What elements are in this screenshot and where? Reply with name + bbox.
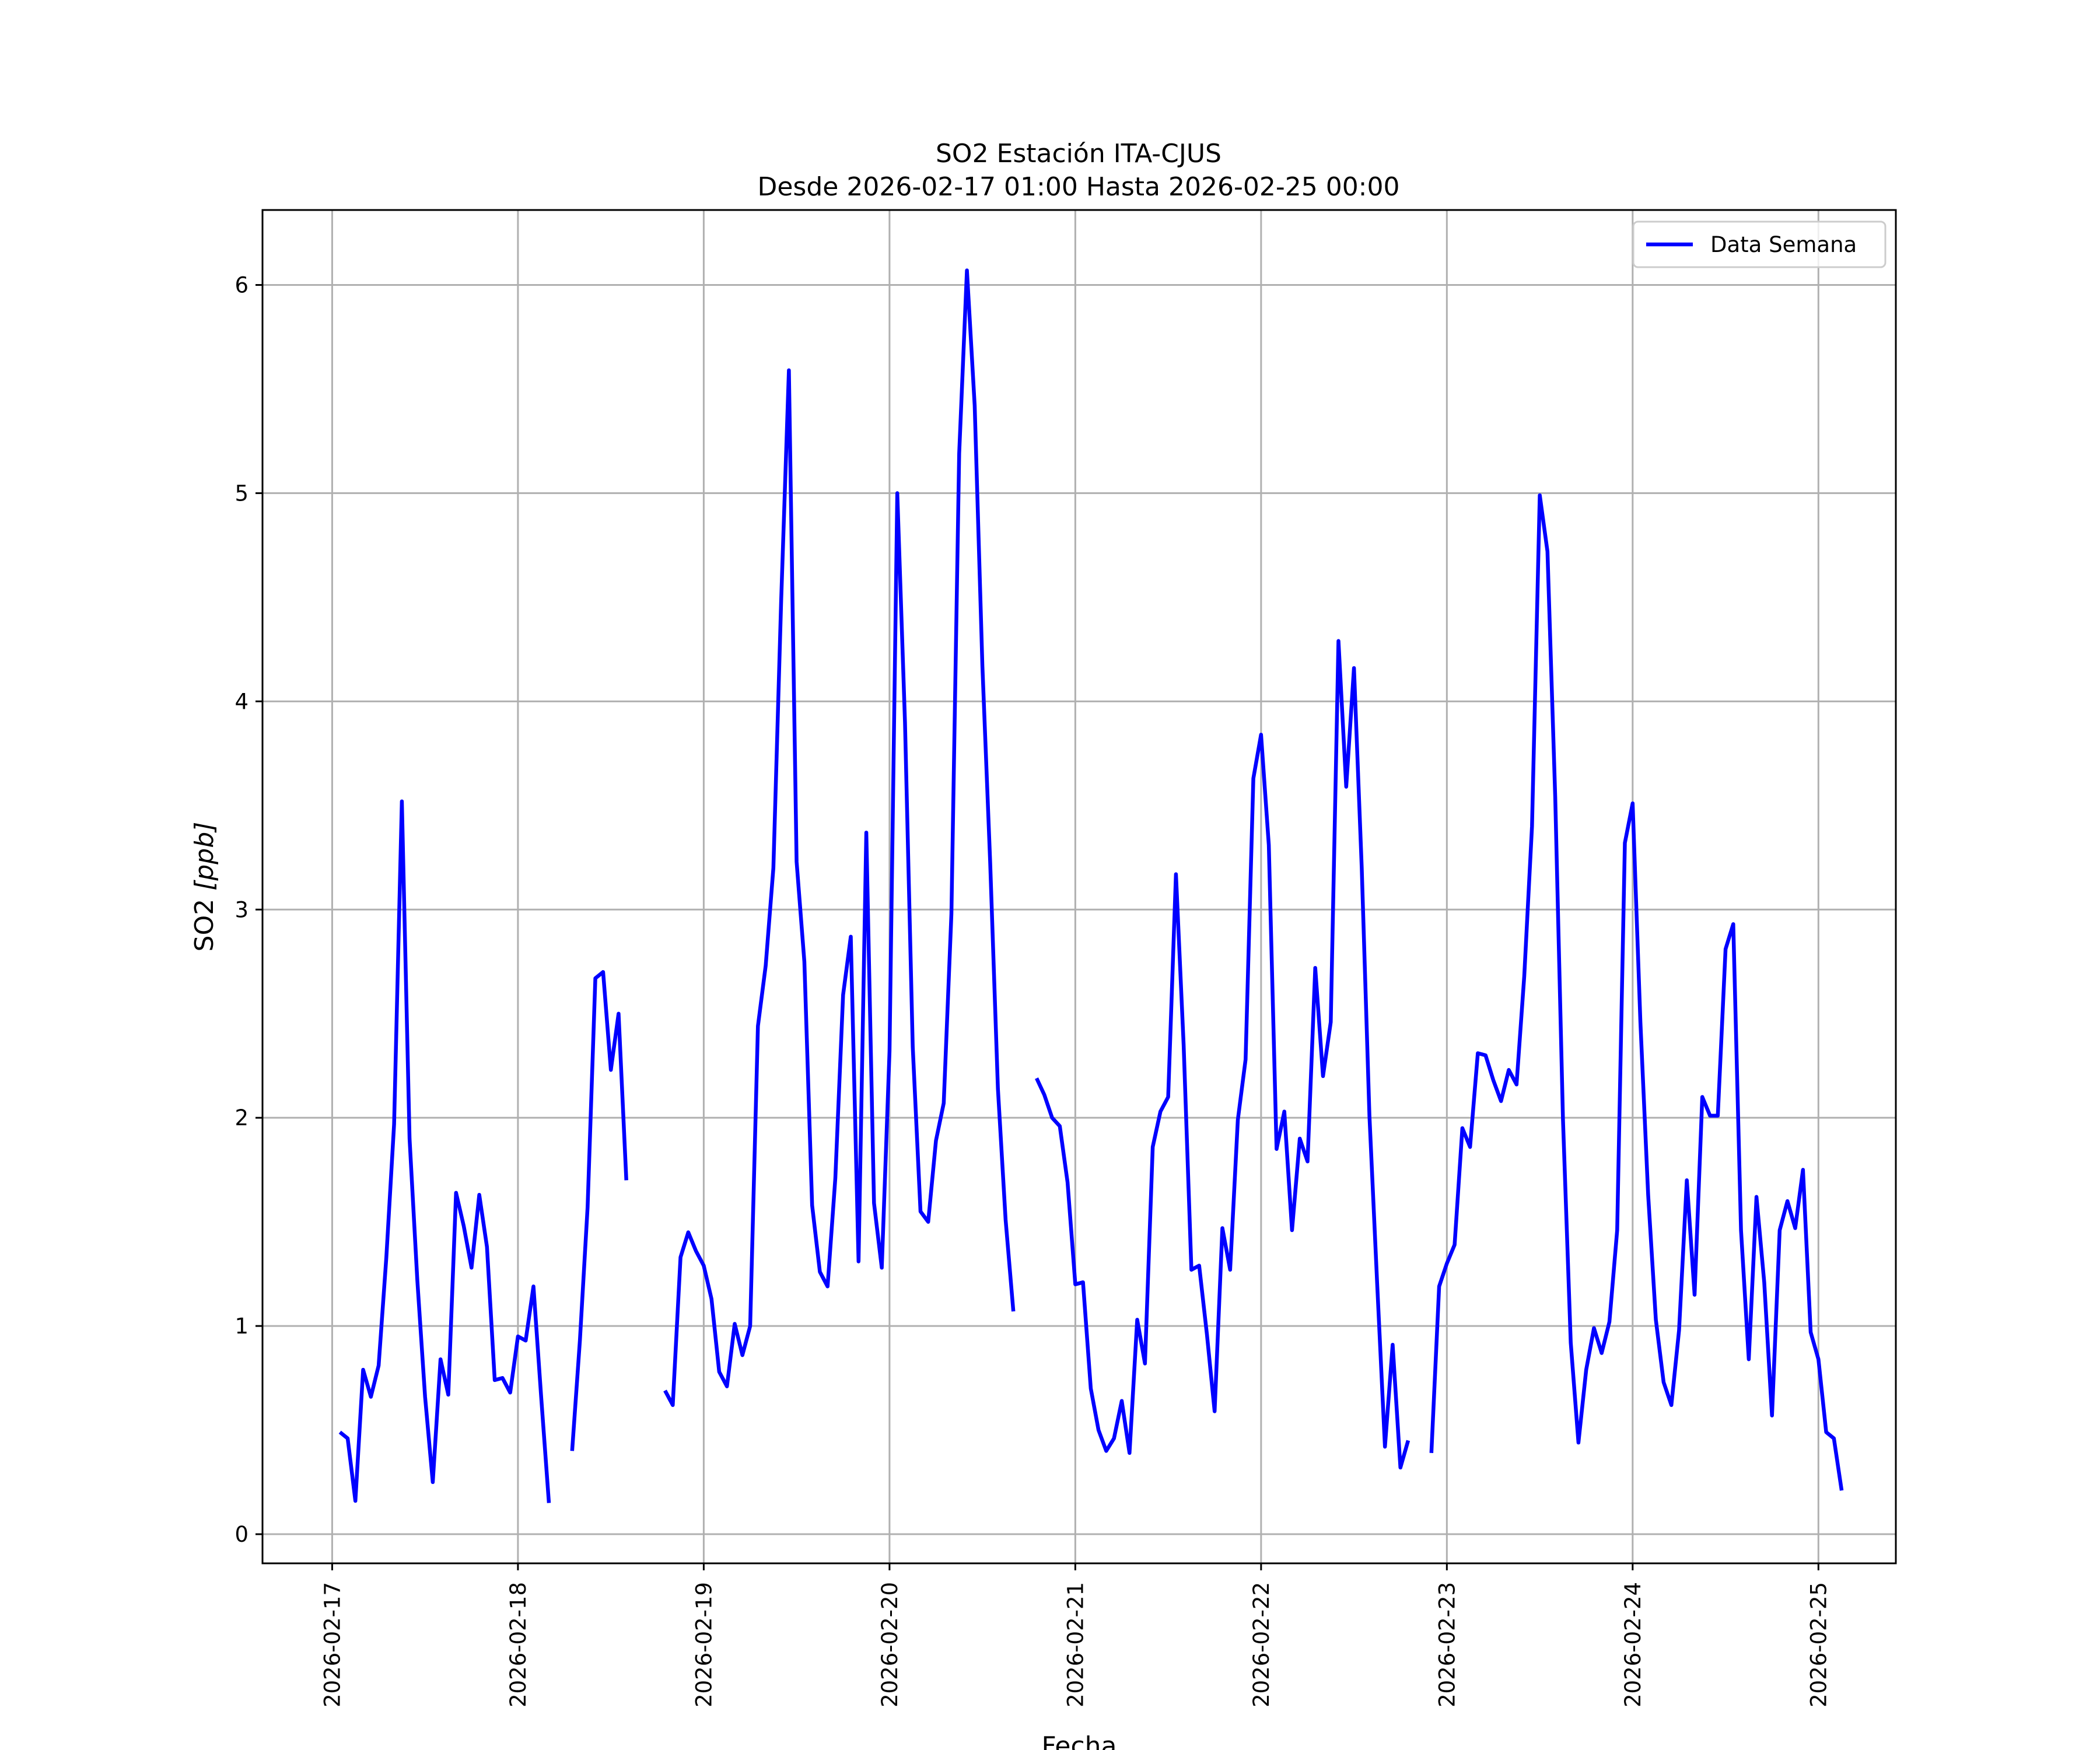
x-tick-label: 2026-02-19 bbox=[691, 1582, 716, 1707]
series-line-segment bbox=[663, 268, 1016, 1407]
series-layer bbox=[338, 268, 1844, 1503]
x-tick-label: 2026-02-24 bbox=[1620, 1582, 1646, 1707]
y-tick-label: 5 bbox=[235, 481, 249, 506]
y-axis-label: SO2 [ppb] bbox=[190, 822, 219, 952]
x-tick-label: 2026-02-21 bbox=[1063, 1582, 1088, 1707]
y-tick-label: 4 bbox=[235, 689, 249, 714]
x-axis: 2026-02-17 2026-02-18 2026-02-19 2026-02-20… bbox=[320, 1563, 1831, 1707]
y-tick-label: 2 bbox=[235, 1105, 249, 1130]
series-line-segment bbox=[570, 970, 628, 1451]
y-axis-label-unit: [ppb] bbox=[190, 822, 219, 891]
legend-box bbox=[1632, 220, 1887, 268]
x-tick-label: 2026-02-22 bbox=[1249, 1582, 1274, 1707]
y-tick-label: 3 bbox=[235, 897, 249, 922]
y-tick-label: 6 bbox=[235, 272, 249, 298]
x-tick-label: 2026-02-23 bbox=[1434, 1582, 1460, 1707]
x-tick-label: 2026-02-17 bbox=[320, 1582, 345, 1707]
y-tick-label: 1 bbox=[235, 1314, 249, 1339]
x-tick-label: 2026-02-20 bbox=[877, 1582, 902, 1707]
series-line-segment bbox=[1035, 639, 1410, 1470]
y-tick-label: 0 bbox=[235, 1522, 249, 1547]
legend-label-data-semana: Data Semana bbox=[1710, 232, 1857, 257]
x-tick-label: 2026-02-18 bbox=[506, 1582, 531, 1707]
chart-title: SO2 Estación ITA-CJUS bbox=[936, 139, 1222, 169]
y-axis: 0 1 2 3 4 5 6 bbox=[235, 272, 262, 1547]
x-axis-label: Fecha bbox=[1041, 1731, 1116, 1750]
series-line-segment bbox=[338, 799, 551, 1503]
grid-lines bbox=[262, 210, 1896, 1563]
series-line-segment bbox=[1429, 493, 1844, 1491]
chart-subtitle: Desde 2026-02-17 01:00 Hasta 2026-02-25 … bbox=[757, 172, 1399, 202]
x-tick-label: 2026-02-25 bbox=[1806, 1582, 1831, 1707]
plot-frame bbox=[261, 209, 1897, 1564]
y-axis-label-main: SO2 bbox=[190, 891, 219, 952]
legend: Data Semana bbox=[1632, 220, 1887, 268]
